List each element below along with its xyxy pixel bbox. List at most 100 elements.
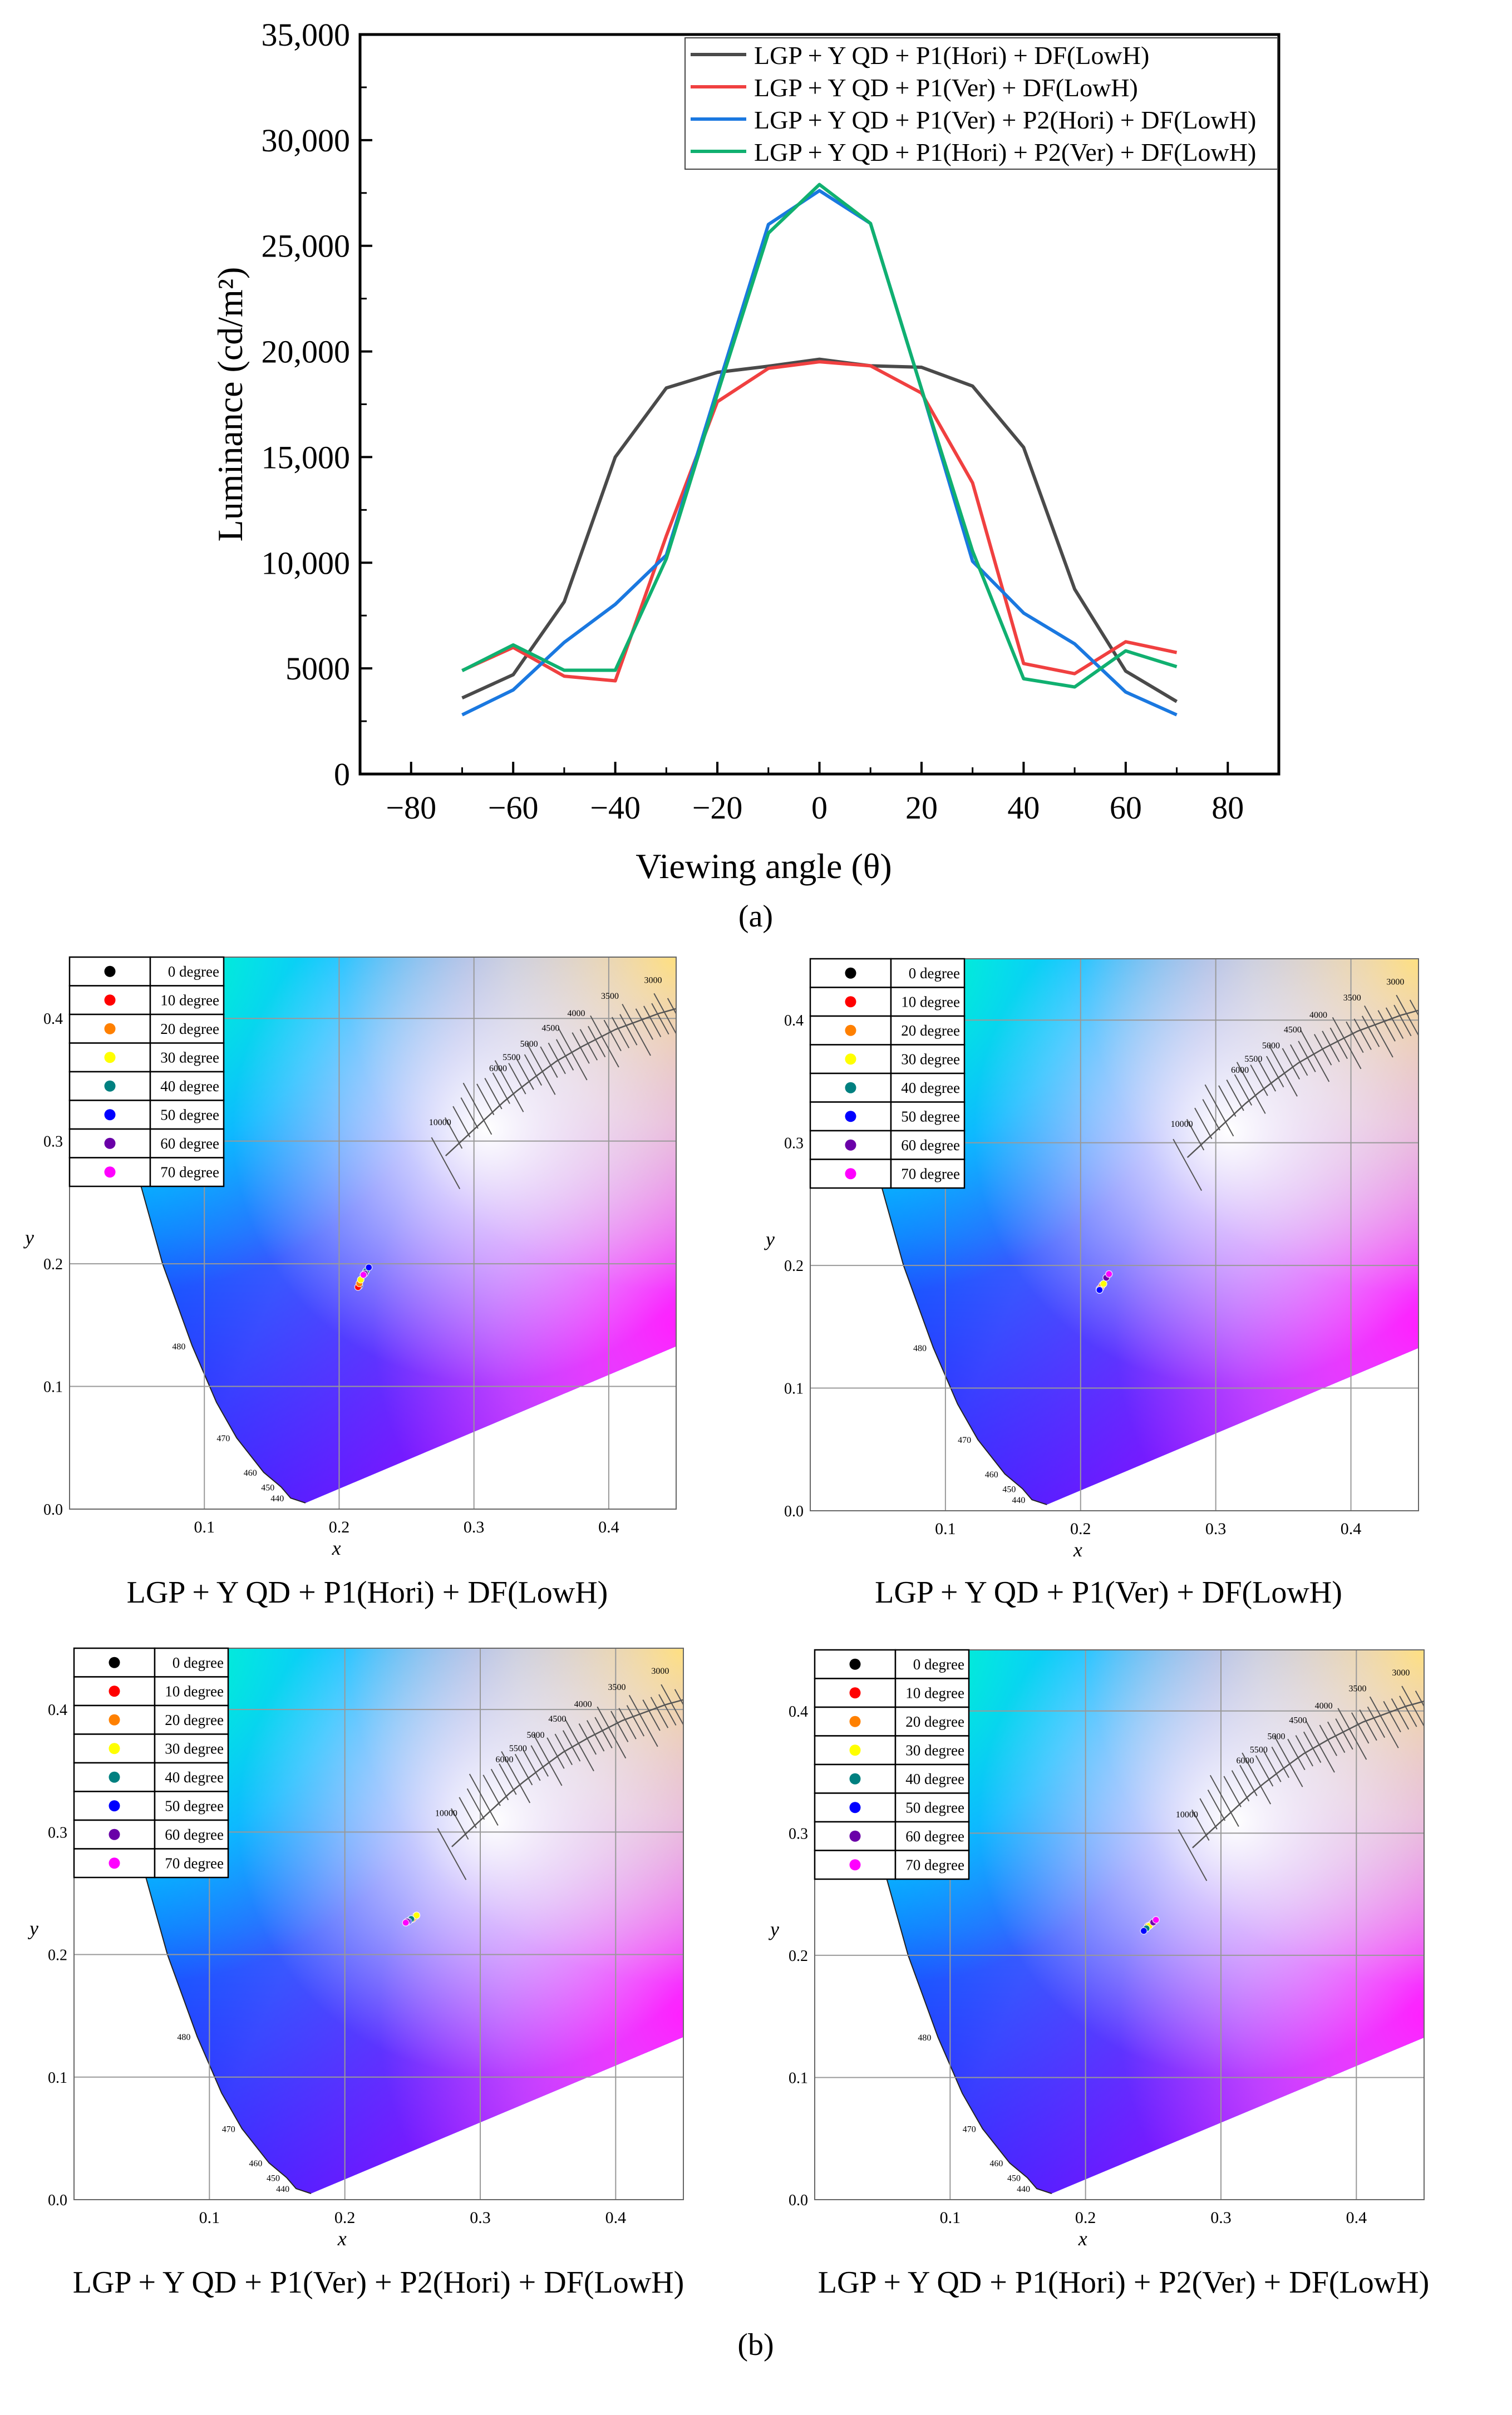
legend-label: 50 degree: [160, 1106, 219, 1123]
x-tick-label: −80: [386, 790, 436, 826]
isotherm-tick: [565, 1719, 594, 1772]
legend-dot: [109, 1685, 120, 1697]
isotherm-tick: [437, 1828, 467, 1880]
series-line-2: [461, 189, 1178, 717]
legend-label-cell: [149, 1013, 225, 1044]
isotherm-tick: [1415, 1690, 1424, 1708]
legend-label: 70 degree: [165, 1855, 224, 1871]
cct-label: 3500: [1349, 1684, 1367, 1694]
isotherm-tick: [516, 1058, 534, 1090]
legend-label-cell: [894, 1735, 970, 1766]
legend-dot: [104, 1137, 116, 1149]
cct-label: 3000: [1386, 977, 1404, 987]
legend-dot: [845, 1053, 856, 1065]
legend-dot: [845, 1139, 856, 1151]
y-axis-label: y: [23, 1226, 34, 1249]
isotherm-tick: [1353, 1018, 1372, 1050]
x-tick-label: 0.2: [1070, 1520, 1091, 1538]
isotherm-tick: [1223, 1776, 1242, 1807]
wavelength-label: 460: [989, 2159, 1003, 2168]
isotherm-tick: [1377, 1010, 1396, 1042]
wavelength-label: 470: [963, 2125, 976, 2135]
isotherm-tick: [533, 1733, 563, 1786]
isotherm-tick: [1204, 1084, 1234, 1137]
isotherm-tick: [526, 1043, 556, 1095]
isotherm-tick: [482, 1775, 501, 1806]
x-tick-label: 0: [811, 790, 828, 826]
legend-label: 30 degree: [905, 1742, 964, 1758]
legend-label: 60 degree: [160, 1135, 219, 1152]
isotherm-tick: [451, 1808, 469, 1840]
isotherm-tick: [1295, 1735, 1313, 1767]
cct-label: 5000: [527, 1731, 545, 1740]
wavelength-label: 470: [958, 1436, 971, 1445]
data-point-70-degree: [1152, 1916, 1160, 1924]
isotherm-tick: [586, 1720, 605, 1752]
data-point-70-degree: [1105, 1270, 1113, 1278]
legend-dot: [109, 1714, 120, 1726]
cct-label: 10000: [429, 1118, 451, 1127]
isotherm-tick: [523, 1749, 541, 1781]
cct-label: 10000: [435, 1809, 457, 1818]
isotherm-tick: [594, 1717, 613, 1748]
legend-dot: [109, 1657, 120, 1668]
isotherm-tick: [1202, 1099, 1220, 1131]
y-tick-label: 0.3: [784, 1135, 804, 1152]
wavelength-label: 440: [276, 2185, 289, 2194]
legend-label: 40 degree: [905, 1771, 964, 1787]
wavelength-label: 460: [985, 1470, 998, 1480]
legend-label: LGP + Y QD + P1(Ver) + DF(LowH): [754, 73, 1138, 102]
cct-label: 4500: [1284, 1025, 1302, 1034]
y-tick-label: 0.2: [784, 1258, 804, 1275]
x-axis-label: Viewing angle (θ): [636, 846, 892, 886]
isotherm-tick: [1393, 1004, 1412, 1037]
y-tick-label: 0.4: [43, 1011, 63, 1028]
legend-dot: [849, 1859, 861, 1871]
x-tick-label: 20: [905, 790, 938, 826]
isotherm-tick: [1399, 1696, 1417, 1727]
cct-label: 3500: [1343, 993, 1361, 1003]
data-point-30-degree: [1100, 1280, 1107, 1288]
y-tick-label: 0.0: [789, 2192, 808, 2209]
isotherm-tick: [1268, 1044, 1298, 1097]
isotherm-tick: [1236, 1062, 1266, 1114]
isotherm-tick: [603, 1019, 622, 1052]
isotherm-tick: [667, 998, 676, 1015]
y-tick-label: 0.4: [784, 1012, 804, 1029]
legend-dot: [845, 1111, 856, 1122]
legend-label: 50 degree: [165, 1797, 224, 1814]
legend-label-cell: [890, 987, 966, 1017]
isotherm-tick: [658, 1694, 677, 1726]
isotherm-tick: [611, 1017, 630, 1048]
legend-label: 70 degree: [160, 1164, 219, 1180]
legend-label: 0 degree: [168, 963, 219, 980]
legend-dot: [845, 1168, 856, 1180]
y-axis-label: y: [764, 1228, 775, 1250]
isotherm-tick: [1346, 1021, 1364, 1053]
y-tick-label: 0.4: [48, 1702, 67, 1719]
cct-label: 4000: [574, 1700, 592, 1709]
isotherm-tick: [490, 1768, 509, 1801]
data-point-50-degree: [365, 1263, 373, 1271]
series-line-3: [461, 183, 1178, 689]
panel-label-a: (a): [738, 899, 773, 934]
legend-label-cell: [894, 1649, 970, 1679]
panel-caption: LGP + Y QD + P1(Ver) + DF(LowH): [875, 1575, 1342, 1610]
wavelength-label: 450: [261, 1483, 274, 1492]
isotherm-tick: [1263, 1751, 1282, 1782]
y-axis-label: Luminance (cd/m²): [210, 267, 250, 542]
isotherm-tick: [1369, 1696, 1399, 1748]
legend-label-cell: [154, 1791, 229, 1821]
isotherm-tick: [590, 1015, 619, 1068]
legend-label-cell: [154, 1848, 229, 1879]
isotherm-tick: [1239, 1765, 1258, 1796]
x-tick-label: 0.4: [1341, 1520, 1362, 1538]
cie-diagram-3: 0.1 0.2 0.3 0.4 0.0 0.1 0.2 0.3 0.4 x y 10000 6000 55…: [28, 1647, 684, 2300]
y-tick-label: 0.0: [43, 1501, 63, 1519]
isotherm-tick: [1337, 1708, 1367, 1760]
legend-label: LGP + Y QD + P1(Ver) + P2(Hori) + DF(Low…: [754, 106, 1256, 134]
cct-label: 5500: [1244, 1054, 1262, 1064]
y-tick-label: 0.2: [789, 1948, 808, 1965]
